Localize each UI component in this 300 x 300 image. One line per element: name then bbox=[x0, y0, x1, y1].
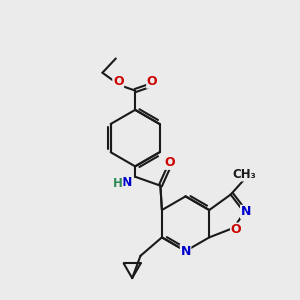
Text: O: O bbox=[147, 75, 158, 88]
Text: H: H bbox=[113, 177, 123, 190]
Text: O: O bbox=[164, 156, 175, 169]
Text: O: O bbox=[231, 223, 241, 236]
Text: O: O bbox=[113, 75, 124, 88]
Text: N: N bbox=[180, 244, 191, 258]
Text: CH₃: CH₃ bbox=[233, 168, 256, 181]
Text: N: N bbox=[122, 176, 132, 189]
Text: N: N bbox=[241, 205, 251, 218]
